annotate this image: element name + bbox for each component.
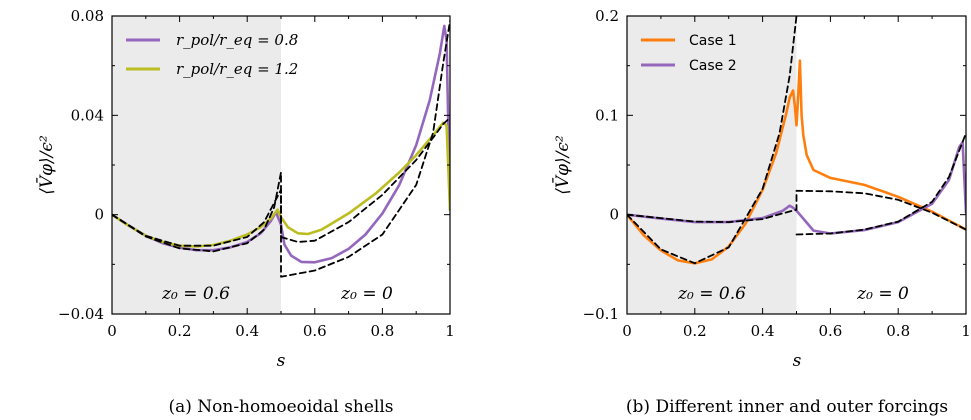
panel-a-y-tick-label: 0.08	[71, 7, 104, 25]
panel-a-x-tick-label: 0.8	[370, 322, 394, 340]
panel-b-y-tick-label: −0.1	[583, 305, 619, 323]
panel-a-x-tick-label: 0.2	[168, 322, 192, 340]
panel-a-x-tick-label: 0.6	[303, 322, 327, 340]
panel-b-x-tick-label: 0.4	[751, 322, 775, 340]
panel-b-region-label-right: z₀ = 0	[856, 284, 909, 304]
panel-b-y-axis-label: ⟨V̄φ⟩/ϵ²	[551, 135, 573, 195]
panel-b-caption: (b) Different inner and outer forcings	[626, 397, 948, 417]
panel-b-y-tick-label: 0.1	[595, 106, 619, 124]
panel-b-x-tick-label: 0.8	[886, 322, 910, 340]
panel-b-x-axis-label: s	[793, 351, 802, 371]
panel-a-region-label-right: z₀ = 0	[340, 284, 393, 304]
panel-a-dashed-line-4	[112, 116, 450, 247]
panel-b-dashed-line-5	[627, 189, 966, 231]
panel-b-x-tick-label: 0.6	[818, 322, 842, 340]
panel-b-legend-label-1: Case 1	[689, 33, 737, 49]
panel-a-y-tick-label: 0	[94, 206, 104, 224]
panel-b-region-label-left: z₀ = 0.6	[677, 284, 746, 304]
panel-b-x-tick-label: 0	[622, 322, 632, 340]
panel-a-caption: (a) Non-homoeoidal shells	[168, 397, 393, 417]
panel-a-dashed-line-3	[112, 20, 450, 278]
panel-a-x-tick-label: 0.4	[235, 322, 259, 340]
panel-a-x-tick-label: 0	[107, 322, 117, 340]
panel-b: 0 0.2 0.4 0.6 0.8 1−0.100.10.2 z₀ = 0.6 z₀ = …	[551, 7, 971, 417]
panel-a-y-axis-label: ⟨V̄φ⟩/ϵ²	[35, 135, 57, 195]
panel-a-legend-label-2: r_pol/r_eq = 1.2	[176, 60, 298, 78]
panel-a-x-axis-label: s	[277, 351, 286, 371]
panel-b-series-line-1	[627, 59, 966, 265]
panel-a-shaded-region	[112, 16, 281, 314]
panel-a-y-tick-label: 0.04	[71, 106, 104, 124]
panel-a-legend-label-1: r_pol/r_eq = 0.8	[176, 31, 298, 49]
panel-a-region-label-left: z₀ = 0.6	[161, 284, 230, 304]
panel-b-legend: Case 1 Case 2	[641, 33, 737, 74]
panel-a-y-tick-label: −0.04	[58, 305, 104, 323]
panel-b-y-tick-label: 0	[609, 206, 619, 224]
panel-b-dashed-line-4	[795, 132, 966, 236]
panel-a-x-tick-label: 1	[445, 322, 455, 340]
panel-b-legend-label-2: Case 2	[689, 58, 737, 74]
panel-b-dashed-line-3	[627, 16, 798, 265]
panel-b-x-tick-label: 0.2	[683, 322, 707, 340]
panel-b-y-tick-label: 0.2	[595, 7, 619, 25]
panel-b-x-tick-label: 1	[961, 322, 971, 340]
panel-a-legend: r_pol/r_eq = 0.8 r_pol/r_eq = 1.2	[126, 31, 298, 78]
